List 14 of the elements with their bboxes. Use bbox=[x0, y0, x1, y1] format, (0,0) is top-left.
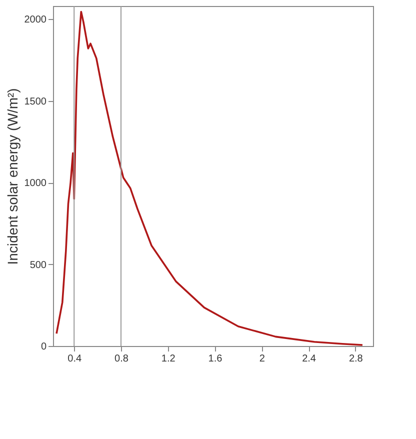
y-tick-label: 500 bbox=[30, 260, 47, 271]
x-tick-label: 0.4 bbox=[68, 354, 82, 364]
x-tick-label: 2.4 bbox=[302, 354, 316, 364]
x-tick-label: 1.6 bbox=[208, 354, 223, 364]
x-tick-label: 2 bbox=[259, 354, 266, 364]
y-tick-label: 1000 bbox=[24, 178, 47, 190]
x-tick-label: 1.2 bbox=[161, 354, 176, 364]
x-tick-label: 0.8 bbox=[114, 354, 129, 364]
line-series bbox=[56, 10, 364, 346]
y-axis-title: Incident solar energy (W/m²) bbox=[4, 88, 20, 265]
y-tick-label: 2000 bbox=[24, 14, 47, 26]
x-tick-label: 2.8 bbox=[348, 354, 364, 364]
y-tick-label: 1500 bbox=[24, 96, 47, 108]
y-tick-label: 0 bbox=[40, 342, 47, 352]
